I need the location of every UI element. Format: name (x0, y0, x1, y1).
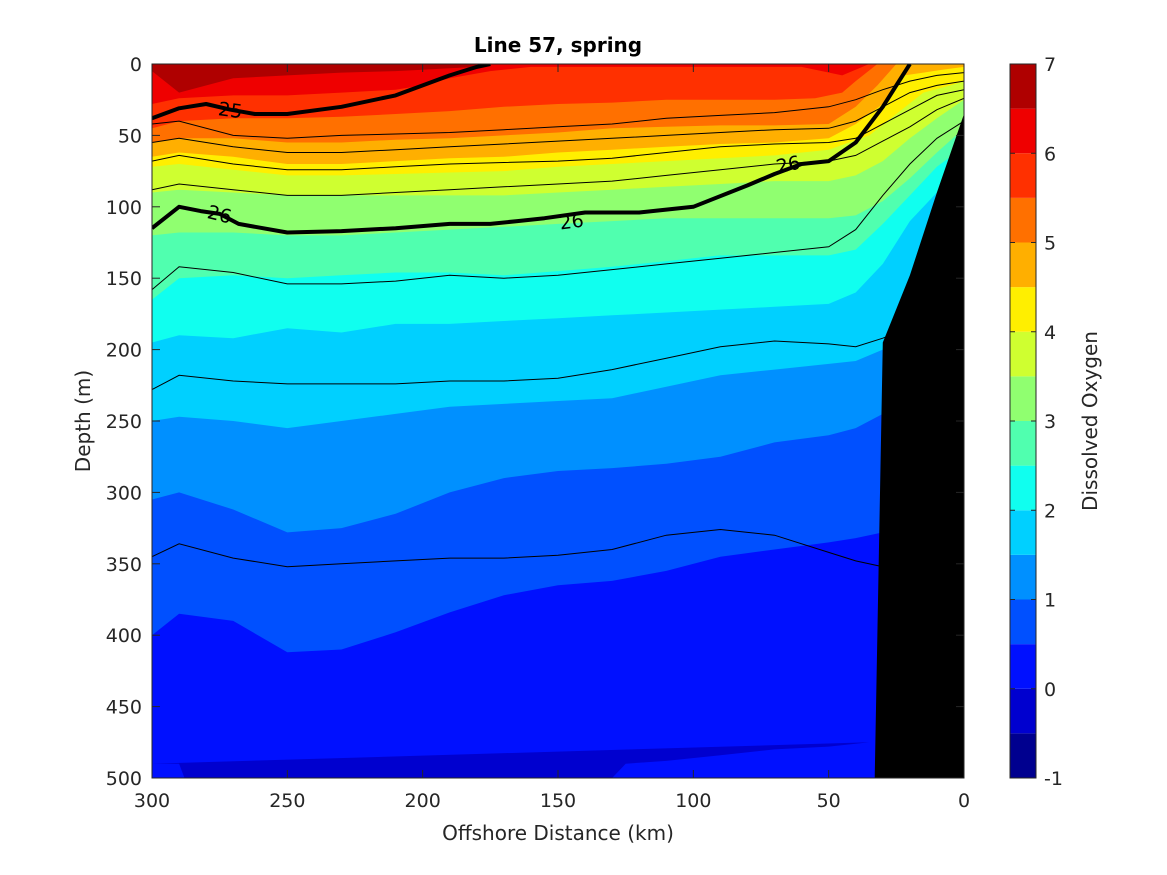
colorbar-segment (1010, 331, 1036, 377)
bathymetry (874, 114, 964, 778)
y-tick-label: 500 (106, 768, 142, 790)
y-axis-label: Depth (m) (71, 370, 95, 472)
density-contour-line (152, 97, 964, 196)
contour-label: 25 (217, 98, 244, 123)
colorbar-segment (1010, 599, 1036, 645)
colorbar-tick-label: 0 (1044, 679, 1056, 701)
contour-label-text: 26 (774, 152, 802, 179)
colorbar-tick-label: 2 (1044, 500, 1056, 522)
density-contour-thick (152, 64, 912, 235)
density-contour-line (152, 329, 905, 391)
colorbar-tick-label: -1 (1044, 768, 1063, 790)
y-axis-ticks: 0 50 100 150 200 250 300 350 400 450 500 (106, 54, 964, 790)
density-contour-line (152, 89, 964, 171)
colorbar-tick-label: 6 (1044, 143, 1056, 165)
y-tick-label: 300 (106, 482, 142, 504)
colorbar-tick-label: 7 (1044, 54, 1056, 76)
x-tick-label: 200 (405, 790, 441, 812)
x-axis-ticks: 300 250 200 150 100 50 0 (134, 64, 970, 812)
x-tick-label: 100 (675, 790, 711, 812)
colorbar-tick-label: 1 (1044, 590, 1056, 612)
colorbar-segment (1010, 287, 1036, 332)
chart-title: Line 57, spring (474, 33, 642, 57)
colorbar-tick-label: 5 (1044, 233, 1056, 255)
colorbar-segment (1010, 376, 1036, 421)
y-tick-label: 200 (106, 340, 142, 362)
colorbar-segment (1010, 421, 1036, 466)
y-tick-label: 50 (118, 125, 142, 147)
x-axis-label: Offshore Distance (km) (442, 821, 674, 845)
x-tick-label: 150 (540, 790, 576, 812)
contour-fill-band (152, 64, 870, 104)
contour-label-text: 26 (558, 210, 585, 235)
colorbar-tick-label: 4 (1044, 322, 1056, 344)
x-tick-label: 300 (134, 790, 170, 812)
colorbar-segment (1010, 465, 1036, 511)
colorbar-segment (1010, 242, 1036, 288)
y-tick-label: 150 (106, 268, 142, 290)
colorbar-segment (1010, 197, 1036, 243)
y-tick-label: 100 (106, 197, 142, 219)
y-tick-label: 350 (106, 554, 142, 576)
y-tick-label: 250 (106, 411, 142, 433)
colorbar: -1 0 1 2 3 4 5 6 7 (1009, 54, 1063, 790)
colorbar-segment (1010, 733, 1036, 778)
colorbar-segment (1010, 554, 1036, 600)
x-tick-label: 0 (958, 790, 970, 812)
colorbar-label: Dissolved Oxygen (1078, 331, 1102, 511)
x-tick-label: 250 (269, 790, 305, 812)
x-tick-label: 50 (817, 790, 841, 812)
colorbar-segment (1010, 108, 1036, 154)
colorbar-segment (1010, 510, 1036, 555)
colorbar-segment (1010, 688, 1036, 734)
contour-label: 26 (558, 210, 585, 235)
contour-fill-band (152, 64, 491, 93)
contour-label: 26 (774, 152, 802, 179)
y-tick-label: 0 (130, 54, 142, 76)
density-contour-thick (152, 64, 491, 121)
colorbar-segment (1010, 64, 1036, 109)
density-contour-line (152, 72, 964, 139)
y-tick-label: 450 (106, 697, 142, 719)
density-contour-line (152, 528, 883, 568)
colorbar-segment (1010, 644, 1036, 689)
colorbar-segment (1010, 153, 1036, 198)
seafloor-region (874, 114, 964, 778)
y-tick-label: 400 (106, 625, 142, 647)
filled-contours (152, 64, 964, 778)
density-contour-line (152, 120, 964, 290)
contour-fill-low (152, 742, 870, 778)
colorbar-tick-label: 3 (1044, 411, 1056, 433)
contour-label-text: 25 (217, 98, 244, 123)
